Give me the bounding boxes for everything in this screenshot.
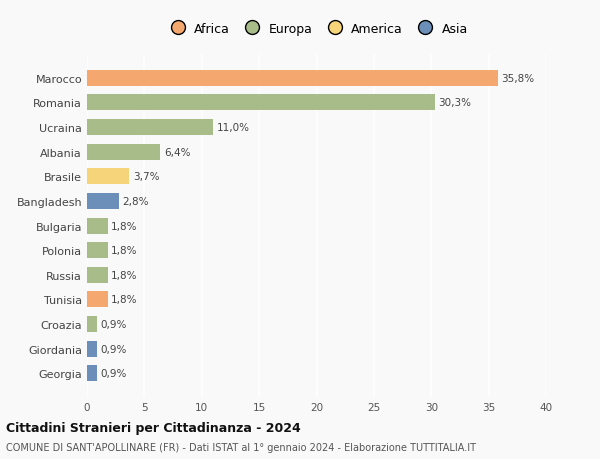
- Text: 3,7%: 3,7%: [133, 172, 160, 182]
- Text: 2,8%: 2,8%: [122, 196, 149, 207]
- Bar: [87, 95, 434, 111]
- Bar: [87, 292, 107, 308]
- Text: 1,8%: 1,8%: [111, 246, 137, 256]
- Bar: [87, 267, 107, 283]
- Text: 0,9%: 0,9%: [101, 369, 127, 379]
- Text: 35,8%: 35,8%: [501, 73, 535, 84]
- Bar: [87, 144, 160, 160]
- Bar: [87, 194, 119, 209]
- Text: 0,9%: 0,9%: [101, 344, 127, 354]
- Text: Cittadini Stranieri per Cittadinanza - 2024: Cittadini Stranieri per Cittadinanza - 2…: [6, 421, 301, 434]
- Text: 11,0%: 11,0%: [217, 123, 250, 133]
- Text: 1,8%: 1,8%: [111, 270, 137, 280]
- Bar: [87, 316, 97, 332]
- Text: 0,9%: 0,9%: [101, 319, 127, 330]
- Bar: [87, 120, 213, 136]
- Bar: [87, 243, 107, 258]
- Text: COMUNE DI SANT'APOLLINARE (FR) - Dati ISTAT al 1° gennaio 2024 - Elaborazione TU: COMUNE DI SANT'APOLLINARE (FR) - Dati IS…: [6, 442, 476, 452]
- Bar: [87, 169, 130, 185]
- Bar: [87, 365, 97, 381]
- Text: 1,8%: 1,8%: [111, 221, 137, 231]
- Bar: [87, 218, 107, 234]
- Text: 30,3%: 30,3%: [438, 98, 471, 108]
- Text: 6,4%: 6,4%: [164, 147, 190, 157]
- Legend: Africa, Europa, America, Asia: Africa, Europa, America, Asia: [163, 20, 470, 38]
- Text: 1,8%: 1,8%: [111, 295, 137, 305]
- Bar: [87, 341, 97, 357]
- Bar: [87, 71, 498, 87]
